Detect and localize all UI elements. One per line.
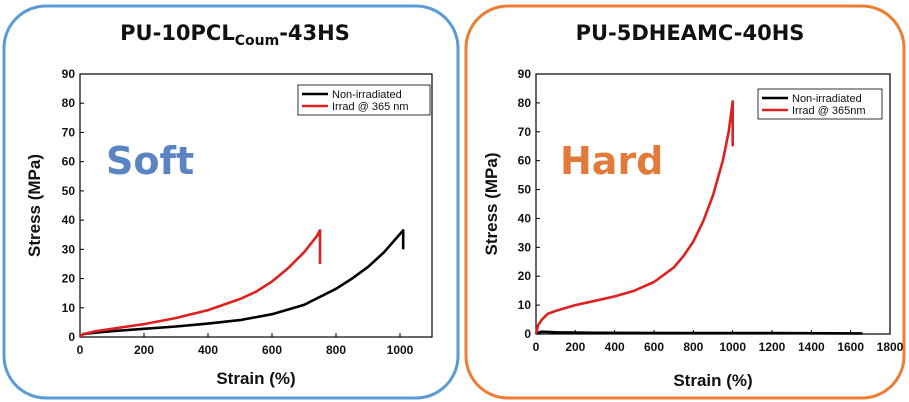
y-tick-label: 10 xyxy=(62,301,76,315)
y-tick-label: 70 xyxy=(518,125,532,139)
left-title-subscript: Coum xyxy=(235,33,279,49)
x-tick-label: 400 xyxy=(605,340,625,354)
legend-label: Non-irradiated xyxy=(792,93,862,105)
y-tick-label: 40 xyxy=(62,213,76,227)
legend-label: Irrad @ 365 nm xyxy=(332,101,409,113)
x-tick-label: 200 xyxy=(134,343,154,357)
right-annotation-hard: Hard xyxy=(560,139,663,183)
x-tick-label: 1000 xyxy=(387,343,414,357)
x-tick-label: 1400 xyxy=(798,340,825,354)
legend-box xyxy=(757,88,883,120)
x-tick-label: 800 xyxy=(683,340,703,354)
y-tick-label: 70 xyxy=(62,125,76,139)
right-chart: 0 10 20 30 40 50 60 70 80 90 0 200 400 600 800 1000 1200… xyxy=(482,67,904,390)
series-line-irradiated xyxy=(79,229,322,338)
left-chart-title: PU-10PCLCoum-43HS xyxy=(120,21,350,49)
x-tick-label: 600 xyxy=(262,343,282,357)
y-tick-label: 50 xyxy=(62,184,76,198)
x-axis-label: Strain (%) xyxy=(216,369,295,388)
right-panel: PU-5DHEAMC-40HS 0 10 20 30 40 50 60 70 80 90 0 200 4… xyxy=(464,4,906,400)
left-title-main: PU-10PCL xyxy=(120,21,235,45)
x-tick-label: 0 xyxy=(77,343,84,357)
x-tick-label: 400 xyxy=(198,343,218,357)
x-axis-label: Strain (%) xyxy=(673,371,752,390)
y-tick-label: 20 xyxy=(62,272,76,286)
left-panel: PU-10PCLCoum-43HS 0 10 20 30 40 50 60 70 80 90 0 20… xyxy=(2,4,460,400)
y-tick-label: 80 xyxy=(62,96,76,110)
y-axis-label: Stress (MPa) xyxy=(482,153,501,256)
x-tick-label: 0 xyxy=(533,340,540,354)
y-tick-label: 20 xyxy=(518,269,532,283)
y-tick-label: 30 xyxy=(62,242,76,256)
series-line-non-irradiated xyxy=(79,229,405,338)
y-tick-label: 10 xyxy=(518,298,532,312)
y-tick-label: 50 xyxy=(518,183,532,197)
legend-label: Non-irradiated xyxy=(332,89,402,101)
y-tick-label: 80 xyxy=(518,96,532,110)
y-tick-label: 60 xyxy=(62,155,76,169)
plot-frame xyxy=(79,73,433,338)
left-annotation-soft: Soft xyxy=(106,139,194,183)
right-chart-title: PU-5DHEAMC-40HS xyxy=(576,21,805,45)
series-line-irradiated xyxy=(534,100,735,335)
legend-label: Irrad @ 365nm xyxy=(792,105,866,117)
y-tick-label: 60 xyxy=(518,154,532,168)
x-tick-label: 1600 xyxy=(837,340,864,354)
y-tick-label: 90 xyxy=(62,67,76,81)
x-tick-label: 600 xyxy=(644,340,664,354)
y-tick-label: 0 xyxy=(68,330,75,344)
left-title-suffix: -43HS xyxy=(279,21,350,45)
x-tick-label: 1800 xyxy=(877,340,904,354)
x-tick-label: 1200 xyxy=(759,340,786,354)
x-tick-label: 1000 xyxy=(719,340,746,354)
series-line-non-irradiated xyxy=(535,330,863,336)
y-tick-label: 40 xyxy=(518,211,532,225)
legend-box xyxy=(297,84,431,116)
y-tick-label: 0 xyxy=(524,327,531,341)
x-tick-label: 800 xyxy=(326,343,346,357)
y-axis-label: Stress (MPa) xyxy=(25,154,44,257)
y-tick-label: 30 xyxy=(518,240,532,254)
left-chart: 0 10 20 30 40 50 60 70 80 90 0 200 400 600 800 1000 Stra… xyxy=(25,67,433,388)
y-tick-label: 90 xyxy=(518,67,532,81)
x-tick-label: 200 xyxy=(565,340,585,354)
